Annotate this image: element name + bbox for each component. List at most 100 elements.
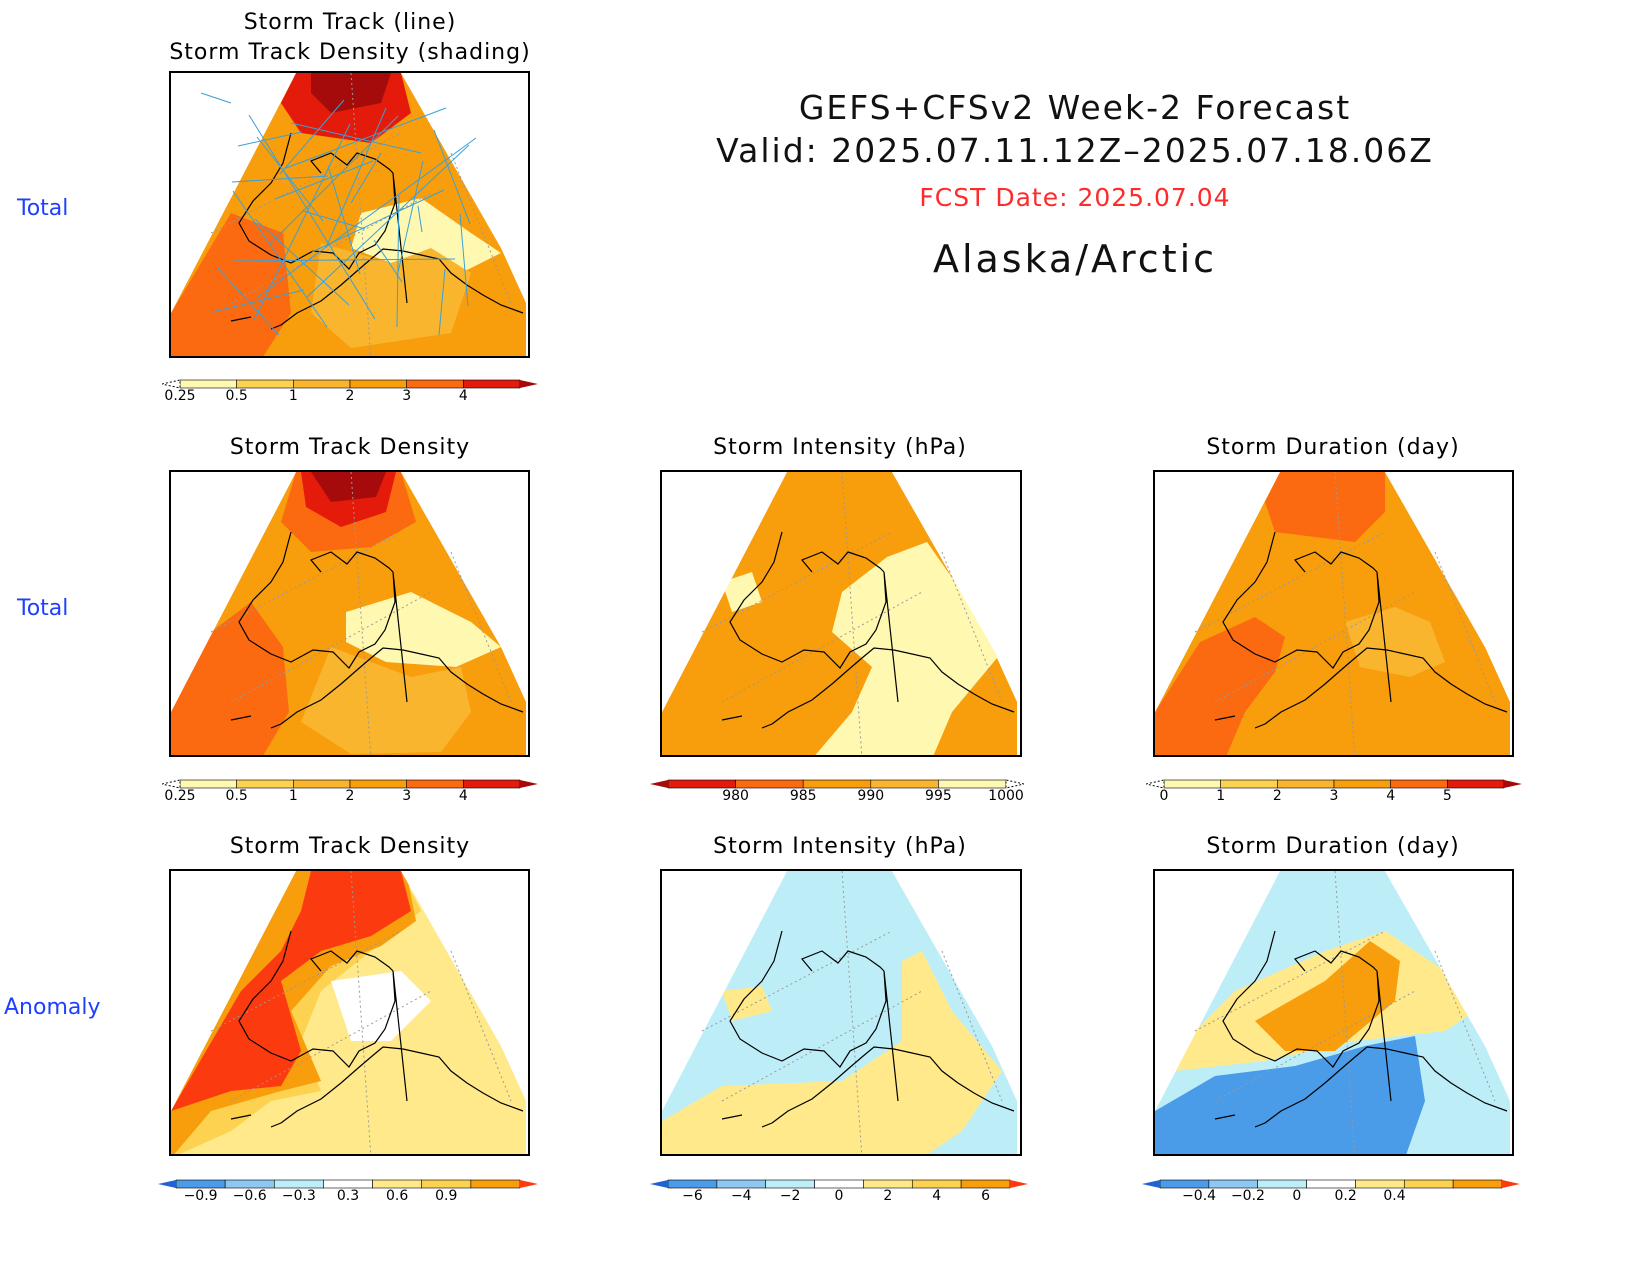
colorbar-left-arrow — [1142, 1180, 1160, 1188]
map-background — [1155, 472, 1280, 712]
colorbar-tick-label: 2 — [346, 388, 355, 402]
colorbar-right-arrow — [1010, 1180, 1028, 1188]
colorbar-bin — [1159, 1179, 1210, 1189]
colorbar-bin — [421, 1179, 472, 1189]
colorbar-bin — [179, 379, 237, 389]
coastline — [721, 531, 1015, 729]
panel2-map — [171, 472, 528, 755]
map-panel-track-density-anomaly — [169, 869, 530, 1156]
colorbar-bin — [1257, 1179, 1307, 1189]
cbar5-svg: −0.9 −0.6 −0.3 0.3 0.6 0.9 — [158, 1179, 538, 1204]
colorbar-tick-label: 2 — [883, 1188, 892, 1202]
colorbar-density-anomaly: −0.9 −0.6 −0.3 0.3 0.6 0.9 — [158, 1176, 538, 1206]
colorbar-tick-label: 2 — [1273, 788, 1282, 802]
cbar7-svg: −0.4 −0.2 0 0.2 0.4 — [1142, 1179, 1520, 1204]
colorbar-tick-label: 0.25 — [164, 788, 195, 802]
colorbar-bin — [716, 1179, 767, 1189]
map-background — [171, 871, 296, 1111]
colorbar-tick-label: 0 — [1292, 1188, 1301, 1202]
colorbar-bin — [870, 779, 939, 789]
colorbar-bin — [911, 1179, 962, 1189]
panel-6-title: Storm Intensity (hPa) — [713, 834, 967, 859]
map-panel-duration-anomaly — [1153, 869, 1514, 1156]
colorbar-bin — [1403, 1179, 1454, 1189]
colorbar-bin — [1306, 1179, 1356, 1189]
panel-7-title: Storm Duration (day) — [1206, 834, 1460, 859]
colorbar-tick-label: 6 — [981, 1188, 990, 1202]
colorbar-left-arrow — [161, 779, 181, 789]
colorbar-tick-label: −6 — [682, 1188, 703, 1202]
colorbar-bin — [406, 779, 464, 789]
colorbar-tick-label: 1 — [289, 788, 298, 802]
colorbar-tick-label: 5 — [1443, 788, 1452, 802]
colorbar-tick-label: −0.6 — [233, 1188, 267, 1202]
colorbar-bin — [1163, 779, 1221, 789]
contour-region — [1155, 617, 1285, 755]
map-background — [401, 472, 528, 695]
colorbar-bin — [470, 1179, 521, 1189]
colorbar-left-arrow — [650, 780, 668, 788]
colorbar-track-density-2: 0.25 0.5 1 2 3 4 — [161, 776, 538, 806]
map-background — [892, 871, 1020, 1095]
contour-region — [815, 542, 1002, 755]
contour-region — [311, 472, 386, 502]
contour-region — [722, 986, 772, 1021]
colorbar-bin — [1390, 779, 1448, 789]
panel-1-title-shading: Storm Track Density (shading) — [169, 40, 531, 65]
contour-region — [171, 871, 411, 1111]
colorbar-tick-label: 4 — [932, 1188, 941, 1202]
colorbar-bin — [179, 779, 237, 789]
panel-3-title: Storm Intensity (hPa) — [713, 435, 967, 460]
colorbar-duration: 0 1 2 3 4 5 — [1145, 776, 1522, 806]
contour-region — [331, 971, 431, 1041]
colorbar-bin — [236, 379, 294, 389]
colorbar-bin — [1447, 779, 1505, 789]
colorbar-tick-label: 3 — [402, 788, 411, 802]
colorbar-tick-label: 0.4 — [1383, 1188, 1405, 1202]
map-background — [1385, 871, 1512, 1094]
colorbar-tick-label: 0.5 — [226, 388, 248, 402]
coastline — [1214, 531, 1508, 729]
map-panel-duration-total — [1153, 470, 1514, 757]
map-panel-track-density-lines — [169, 71, 530, 358]
colorbar-tick-label: 0.6 — [386, 1188, 408, 1202]
panel5-map — [171, 871, 528, 1154]
colorbar-bin — [814, 1179, 864, 1189]
colorbar-left-arrow — [161, 379, 181, 389]
contour-region — [722, 572, 762, 612]
panel6-map — [662, 871, 1020, 1154]
colorbar-tick-label: 0.5 — [226, 788, 248, 802]
coastline — [230, 930, 524, 1128]
colorbar-tick-label: −0.3 — [282, 1188, 316, 1202]
panel-2-title: Storm Track Density — [229, 435, 471, 460]
colorbar-track-density-1: 0.25 0.5 1 2 3 4 — [161, 376, 538, 406]
map-background — [401, 871, 528, 1094]
forecast-title: GEFS+CFSv2 Week-2 Forecast — [798, 88, 1352, 127]
region-label: Alaska/Arctic — [932, 237, 1218, 281]
colorbar-tick-label: 3 — [1330, 788, 1339, 802]
contour-region — [301, 647, 471, 754]
colorbar-tick-label: 4 — [459, 388, 468, 402]
colorbar-left-arrow — [650, 1180, 668, 1188]
contour-region — [171, 602, 289, 755]
colorbar-bin — [293, 379, 351, 389]
contour-region — [662, 951, 1002, 1154]
panel1-map — [171, 73, 528, 356]
cbar3-svg: 980 985 990 995 1000 — [650, 779, 1025, 804]
colorbar-tick-label: 0.2 — [1335, 1188, 1357, 1202]
colorbar-tick-label: 2 — [346, 788, 355, 802]
forecast-date: FCST Date: 2025.07.04 — [919, 183, 1231, 212]
colorbar-bin — [802, 779, 872, 789]
colorbar-tick-label: 3 — [402, 388, 411, 402]
colorbar-bin — [938, 779, 1007, 789]
contour-region — [311, 243, 471, 348]
colorbar-bin — [960, 1179, 1011, 1189]
colorbar-bin — [667, 779, 736, 789]
colorbar-tick-label: −0.2 — [1231, 1188, 1265, 1202]
panel4-map — [1155, 472, 1512, 755]
row-label-anomaly: Anomaly — [4, 995, 101, 1020]
map-background — [401, 73, 528, 296]
colorbar-bin — [1220, 779, 1278, 789]
contour-region — [1255, 941, 1400, 1051]
colorbar-tick-label: 1000 — [988, 788, 1024, 802]
